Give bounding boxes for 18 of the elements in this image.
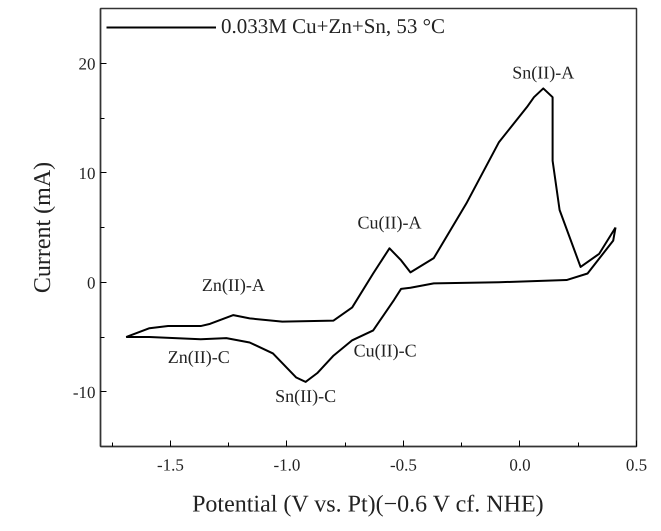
y-tick-label: 0 (87, 273, 96, 292)
x-tick-label: -1.0 (273, 456, 300, 474)
x-axis-title: Potential (V vs. Pt)(−0.6 V cf. NHE) (192, 492, 544, 518)
text: 0.033M Cu+Zn+Sn, 53 °C (221, 14, 446, 39)
y-tick-label: 20 (78, 54, 96, 74)
y-axis-title: Current (mA) (30, 162, 56, 294)
x-tick-label: -0.5 (390, 456, 417, 474)
x-tick-label: -1.5 (156, 456, 184, 474)
annotation: Cu(II)-C (354, 340, 417, 360)
y-tick-label: -10 (72, 382, 96, 402)
annotation: Zn(II)-C (168, 347, 230, 368)
x-tick-label: 0.5 (626, 456, 648, 474)
x-tick-label: 0.0 (509, 456, 531, 474)
y-tick-label: 10 (78, 164, 96, 183)
annotation: Sn(II)-A (512, 62, 574, 82)
annotation: Cu(II)-A (357, 212, 422, 232)
annotation: Sn(II)-C (275, 386, 336, 406)
annotation: Zn(II)-A (202, 275, 265, 296)
